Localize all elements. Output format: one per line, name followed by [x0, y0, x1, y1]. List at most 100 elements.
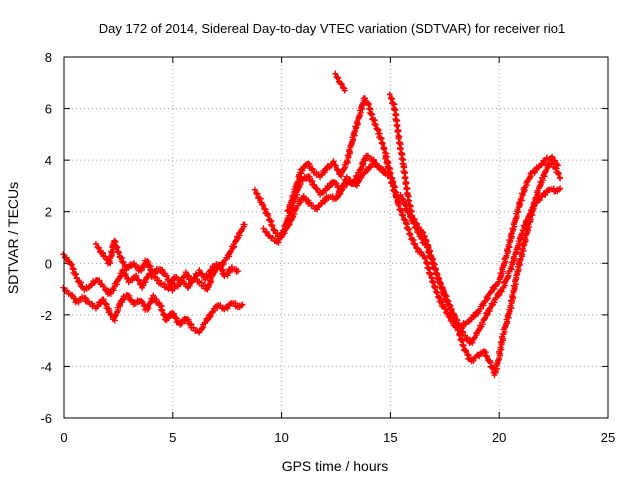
y-tick-label: 2	[45, 205, 52, 220]
data-point	[306, 199, 313, 206]
data-point	[60, 284, 67, 291]
data-point	[361, 95, 368, 102]
y-tick-label: 0	[45, 256, 52, 271]
data-point	[318, 200, 325, 207]
data-point	[431, 284, 438, 291]
data-point	[555, 170, 562, 177]
x-tick-label: 25	[601, 430, 615, 445]
data-point	[425, 249, 432, 256]
data-point	[364, 152, 371, 159]
data-point	[100, 283, 107, 290]
data-point	[405, 198, 412, 205]
data-point	[422, 240, 429, 247]
data-point	[63, 287, 70, 294]
data-point	[260, 202, 267, 209]
data-point	[314, 185, 321, 192]
data-point	[310, 202, 317, 209]
data-point	[130, 260, 137, 267]
data-point	[351, 128, 358, 135]
grid-lines	[64, 57, 608, 418]
data-point	[334, 167, 341, 174]
data-point	[397, 191, 404, 198]
data-point	[135, 277, 142, 284]
data-point	[106, 307, 113, 314]
y-axis-label: SDTVAR / TECUs	[5, 182, 21, 294]
series-track-a	[60, 221, 248, 298]
data-point	[454, 327, 461, 334]
x-tick-label: 5	[169, 430, 176, 445]
y-tick-label: -6	[40, 411, 52, 426]
data-point	[170, 310, 177, 317]
y-tick-label: 8	[45, 50, 52, 65]
data-point	[411, 241, 418, 248]
data-point	[265, 212, 272, 219]
plot-frame	[63, 56, 609, 419]
data-point	[410, 220, 417, 227]
data-point	[332, 162, 339, 169]
data-marks	[60, 70, 564, 379]
data-point	[115, 249, 122, 256]
data-point	[430, 279, 437, 286]
data-point	[372, 122, 379, 129]
data-point	[532, 195, 539, 202]
data-point	[554, 162, 561, 169]
data-point	[370, 156, 377, 163]
data-point	[334, 75, 341, 82]
data-point	[69, 292, 76, 299]
data-point	[122, 271, 129, 278]
data-point	[437, 281, 444, 288]
data-point	[557, 175, 564, 182]
data-point	[305, 200, 312, 207]
data-point	[380, 146, 387, 153]
x-tick-label: 20	[492, 430, 506, 445]
data-point	[163, 273, 170, 280]
data-point	[407, 231, 414, 238]
data-point	[190, 324, 197, 331]
data-point	[443, 297, 450, 304]
data-point	[406, 209, 413, 216]
data-point	[379, 166, 386, 173]
data-point	[557, 185, 564, 192]
data-point	[441, 305, 448, 312]
data-point	[434, 270, 441, 277]
tick-labels: 0 5 10 15 20 25 -6 -4 -2 0 2 4 6 8	[40, 50, 615, 445]
data-point	[132, 273, 139, 280]
data-point	[552, 157, 559, 164]
data-point	[217, 302, 224, 309]
data-point	[463, 347, 470, 354]
data-point	[447, 306, 454, 313]
data-point	[402, 181, 409, 188]
data-point	[241, 221, 248, 228]
data-point	[405, 226, 412, 233]
data-point	[553, 161, 560, 168]
data-point	[415, 229, 422, 236]
data-point	[395, 202, 402, 209]
y-tick-label: 6	[45, 102, 52, 117]
data-point	[399, 196, 406, 203]
x-tick-label: 15	[383, 430, 397, 445]
data-point	[508, 231, 515, 238]
data-point	[300, 193, 307, 200]
y-tick-label: 4	[45, 153, 52, 168]
data-point	[254, 191, 261, 198]
data-point	[100, 296, 107, 303]
data-point	[421, 255, 428, 262]
x-axis-label: GPS time / hours	[282, 458, 389, 474]
data-point	[456, 332, 463, 339]
data-point	[120, 259, 127, 266]
data-point	[311, 182, 318, 189]
data-point	[269, 234, 276, 241]
data-point	[382, 155, 389, 162]
data-point	[235, 268, 242, 275]
data-point	[238, 302, 245, 309]
data-point	[260, 225, 267, 232]
data-point	[445, 301, 452, 308]
data-point	[102, 253, 109, 260]
series-track-e	[260, 160, 392, 246]
data-point	[73, 274, 80, 281]
data-point	[173, 273, 180, 280]
y-tick-label: -4	[40, 359, 52, 374]
data-point	[346, 177, 353, 184]
